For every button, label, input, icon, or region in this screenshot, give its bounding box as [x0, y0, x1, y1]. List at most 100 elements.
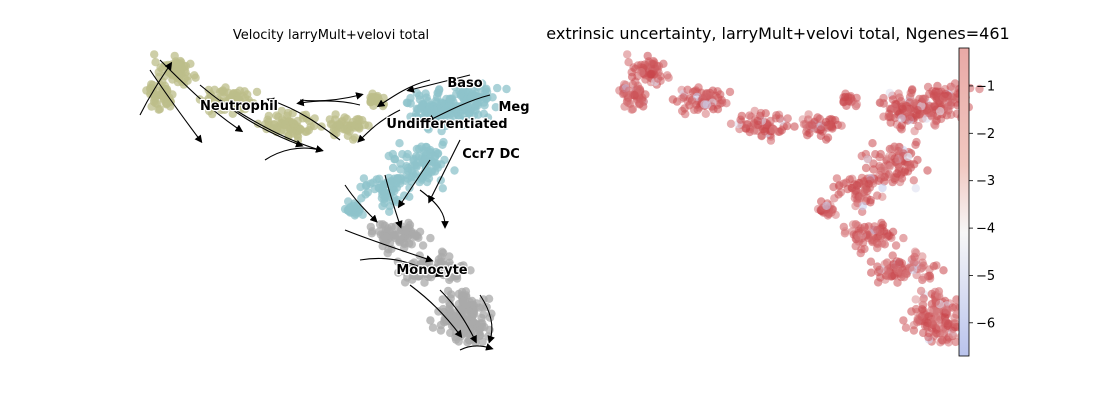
- cell-point: [272, 111, 281, 120]
- uncertainty-point: [615, 86, 624, 95]
- uncertainty-point: [623, 50, 632, 59]
- cell-point: [269, 120, 279, 129]
- uncertainty-point: [878, 220, 888, 230]
- uncertainty-point: [935, 107, 945, 116]
- cell-point: [445, 258, 454, 267]
- cell-point: [388, 163, 398, 173]
- uncertainty-point: [679, 93, 688, 102]
- cell-point: [426, 316, 435, 325]
- cell-point: [356, 182, 365, 192]
- cell-point: [142, 86, 151, 95]
- cell-point: [491, 103, 500, 112]
- uncertainty-point: [918, 298, 927, 308]
- right-scatter-points: [615, 50, 984, 347]
- cluster-labels: Baso Meg Neutrophil Undifferentiated Ccr…: [199, 75, 531, 280]
- uncertainty-point: [790, 122, 799, 131]
- uncertainty-point: [929, 306, 938, 315]
- cell-point: [173, 70, 182, 79]
- cell-point: [394, 268, 403, 277]
- right-panel-title: extrinsic uncertainty, larryMult+velovi …: [546, 24, 1009, 43]
- velocity-streamline: [428, 139, 461, 204]
- velocity-streamline: [439, 289, 477, 344]
- uncertainty-point: [702, 100, 711, 109]
- uncertainty-point: [832, 174, 842, 183]
- uncertainty-point: [929, 262, 938, 271]
- uncertainty-point: [829, 182, 838, 192]
- uncertainty-point: [760, 127, 769, 136]
- uncertainty-point: [761, 109, 770, 118]
- cell-point: [154, 105, 163, 114]
- uncertainty-point: [898, 104, 907, 114]
- uncertainty-point: [701, 109, 710, 119]
- cell-point: [413, 113, 422, 122]
- uncertainty-point: [930, 101, 939, 111]
- cell-point: [445, 252, 454, 261]
- uncertainty-point: [949, 331, 958, 340]
- uncertainty-point: [726, 119, 736, 128]
- uncertainty-point: [630, 90, 639, 100]
- uncertainty-point: [918, 252, 927, 261]
- uncertainty-point: [885, 88, 894, 98]
- uncertainty-point: [858, 238, 868, 247]
- uncertainty-point: [894, 146, 903, 156]
- uncertainty-point: [909, 326, 919, 335]
- uncertainty-point: [889, 103, 898, 112]
- uncertainty-point: [873, 191, 882, 200]
- cell-point: [151, 58, 160, 67]
- uncertainty-point: [894, 89, 903, 98]
- uncertainty-point: [722, 99, 731, 108]
- cell-point: [454, 112, 463, 121]
- uncertainty-point: [628, 80, 637, 89]
- cell-point: [426, 273, 436, 282]
- uncertainty-point: [909, 176, 918, 185]
- uncertainty-point: [885, 162, 894, 171]
- velocity-streamline: [397, 159, 431, 209]
- uncertainty-point: [913, 106, 922, 115]
- cell-point: [342, 114, 351, 124]
- uncertainty-point: [725, 87, 735, 97]
- uncertainty-point: [933, 81, 942, 91]
- cluster-label-baso: Baso: [447, 76, 482, 91]
- uncertainty-point: [852, 93, 861, 103]
- velocity-streamline: [459, 343, 494, 351]
- cell-point: [469, 306, 478, 315]
- cell-point: [476, 331, 485, 340]
- cell-point: [157, 90, 166, 100]
- uncertainty-point: [807, 120, 816, 129]
- cell-point: [396, 159, 405, 168]
- uncertainty-point: [851, 201, 860, 211]
- cell-point: [180, 74, 190, 83]
- cell-point: [343, 125, 353, 134]
- uncertainty-point: [916, 286, 926, 296]
- uncertainty-point: [935, 322, 944, 331]
- cell-point: [478, 319, 487, 328]
- cell-point: [368, 227, 377, 236]
- uncertainty-point: [766, 136, 776, 145]
- cell-point: [435, 85, 444, 94]
- cell-point: [263, 115, 272, 124]
- uncertainty-point: [801, 120, 810, 129]
- cell-point: [462, 107, 472, 116]
- uncertainty-point: [944, 98, 953, 107]
- cell-point: [369, 101, 378, 111]
- cell-point: [403, 163, 412, 173]
- cell-point: [416, 103, 425, 112]
- colorbar-tick-label: −4: [976, 222, 995, 237]
- uncertainty-point: [899, 273, 909, 282]
- cell-point: [343, 131, 353, 140]
- cell-point: [456, 90, 465, 99]
- uncertainty-point: [680, 104, 689, 113]
- cell-point: [280, 116, 289, 126]
- left-scatter-points: [142, 50, 511, 347]
- uncertainty-point: [894, 155, 903, 164]
- velocity-streamline: [419, 189, 449, 229]
- colorbar-tick-label: −5: [976, 269, 995, 284]
- uncertainty-point: [911, 304, 921, 314]
- cell-point: [400, 278, 410, 287]
- cell-point: [385, 238, 395, 247]
- uncertainty-point: [683, 85, 692, 95]
- uncertainty-point: [701, 90, 710, 99]
- cell-point: [151, 99, 160, 108]
- cell-point: [474, 110, 483, 120]
- uncertainty-point: [928, 319, 937, 329]
